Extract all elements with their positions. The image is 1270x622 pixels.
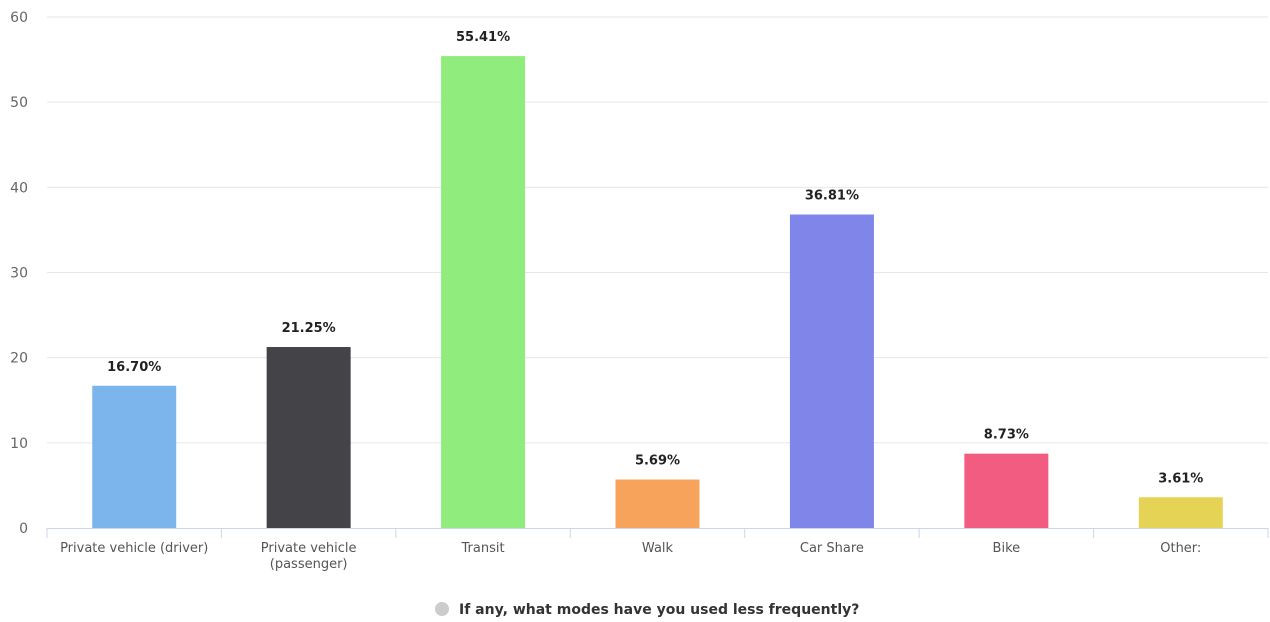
x-category-label: (passenger): [270, 557, 348, 572]
data-label: 3.61%: [1158, 471, 1203, 486]
legend-label[interactable]: If any, what modes have you used less fr…: [459, 602, 859, 618]
y-tick-label: 60: [10, 10, 28, 26]
x-category-label: Private vehicle: [261, 541, 357, 556]
bar[interactable]: [266, 347, 351, 528]
bars: 16.70% 21.25% 55.41% 5.69% 36.81% 8.73% 3.61%: [92, 30, 1223, 529]
bar[interactable]: [615, 479, 700, 528]
data-label: 55.41%: [456, 30, 510, 45]
y-tick-label: 40: [10, 180, 28, 196]
legend[interactable]: If any, what modes have you used less fr…: [435, 602, 859, 618]
x-category-label: Bike: [993, 541, 1021, 556]
y-axis: 0 10 20 30 40 50 60: [10, 10, 28, 537]
x-category-label: Walk: [642, 541, 674, 556]
x-category-label: Transit: [461, 541, 505, 556]
bar[interactable]: [789, 214, 874, 528]
data-label: 8.73%: [984, 428, 1029, 443]
data-label: 21.25%: [282, 321, 336, 336]
legend-marker[interactable]: [435, 602, 449, 616]
x-category-label: Private vehicle (driver): [60, 541, 208, 556]
y-tick-label: 10: [10, 436, 28, 452]
bar[interactable]: [92, 385, 177, 528]
x-category-label: Car Share: [800, 541, 864, 556]
bar[interactable]: [441, 56, 526, 529]
x-category-label: Other:: [1160, 541, 1201, 556]
y-tick-label: 50: [10, 95, 28, 111]
bar[interactable]: [964, 453, 1049, 528]
data-label: 36.81%: [805, 189, 859, 204]
x-axis: Private vehicle (driver) Private vehicle(…: [46, 528, 1269, 572]
data-label: 16.70%: [107, 360, 161, 375]
y-tick-label: 20: [10, 351, 28, 367]
y-tick-label: 0: [19, 521, 28, 537]
data-label: 5.69%: [635, 454, 680, 469]
y-tick-label: 30: [10, 266, 28, 282]
bar[interactable]: [1138, 497, 1223, 528]
grid-lines: [47, 16, 1268, 444]
